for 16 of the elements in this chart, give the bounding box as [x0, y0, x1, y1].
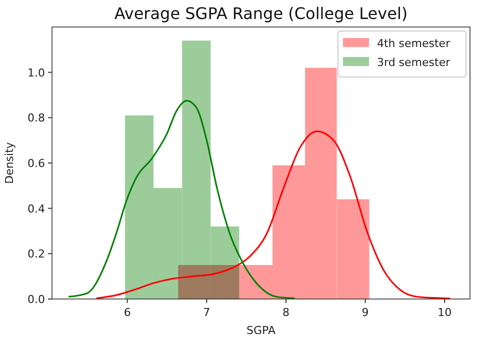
legend-label: 4th semester [377, 37, 451, 50]
x-tick-label: 10 [438, 306, 452, 319]
y-tick-label: 0.6 [28, 157, 45, 170]
y-tick-label: 0.2 [28, 248, 45, 261]
legend-label: 3rd semester [377, 56, 451, 69]
y-axis-title: Density [3, 142, 16, 184]
x-axis-title: SGPA [246, 324, 276, 337]
x-tick-label: 6 [124, 306, 131, 319]
y-tick-label: 1.0 [28, 66, 45, 80]
chart-title: Average SGPA Range (College Level) [114, 4, 408, 23]
y-tick-label: 0.8 [28, 112, 45, 125]
x-tick-label: 7 [203, 306, 210, 319]
x-tick-label: 8 [282, 306, 290, 319]
y-tick-label: 0.4 [28, 202, 45, 216]
y-tick-label: 0.0 [28, 293, 45, 306]
x-tick-label: 9 [362, 306, 369, 319]
